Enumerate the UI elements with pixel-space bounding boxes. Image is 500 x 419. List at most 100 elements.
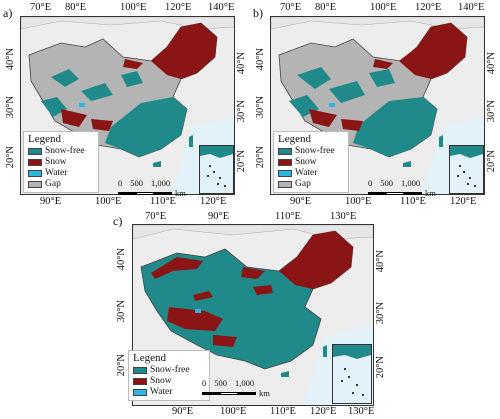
- bottom-tick: 100°E: [220, 406, 247, 417]
- legend-item-water: Water: [133, 387, 205, 398]
- left-tick: 40°N: [5, 48, 16, 71]
- legend-swatch: [133, 367, 147, 374]
- top-tick: 100°E: [120, 2, 147, 13]
- bottom-tick: 90°E: [172, 406, 194, 417]
- legend-item-gap: Gap: [28, 179, 94, 190]
- top-tick: 70°E: [280, 2, 302, 13]
- right-tick: 40°N: [486, 52, 497, 75]
- panel-label: b): [253, 6, 263, 20]
- legend-label: Gap: [45, 179, 61, 189]
- scale-unit: km: [425, 188, 436, 198]
- legend-item-snow-free: Snow-free: [278, 146, 344, 157]
- left-tick: 20°N: [116, 354, 127, 377]
- left-tick: 30°N: [116, 300, 127, 323]
- right-tick: 40°N: [236, 52, 247, 75]
- legend-label: Snow: [150, 376, 172, 386]
- bottom-tick: 120°E: [450, 196, 477, 207]
- legend-label: Snow-free: [150, 365, 190, 375]
- bottom-tick: 100°E: [345, 196, 372, 207]
- legend-label: Snow-free: [295, 146, 335, 156]
- legend-label: Gap: [295, 179, 311, 189]
- legend: Legend Snow-free Snow Water Gap: [273, 131, 349, 193]
- legend-item-snow: Snow: [133, 376, 205, 387]
- legend-swatch: [28, 148, 42, 155]
- legend-swatch: [278, 148, 292, 155]
- scale-label: 1,000: [151, 178, 171, 188]
- south-china-sea-inset: [199, 145, 234, 194]
- bottom-tick: 90°E: [290, 196, 312, 207]
- top-tick: 90°E: [208, 211, 230, 222]
- left-tick: 30°N: [5, 96, 16, 119]
- top-tick: 120°E: [165, 2, 192, 13]
- top-tick: 80°E: [65, 2, 87, 13]
- legend-label: Snow-free: [45, 146, 85, 156]
- legend-swatch: [278, 170, 292, 177]
- south-china-sea-inset: [332, 344, 372, 404]
- panel-b: b) 70°E 80°E 100°E 120°E 140°E 40°N 30°N…: [250, 0, 500, 208]
- right-tick: 30°N: [375, 302, 386, 325]
- legend-swatch: [28, 181, 42, 188]
- bottom-tick: 110°E: [270, 406, 296, 417]
- legend-title: Legend: [278, 133, 311, 145]
- scale-label: 1,000: [401, 178, 421, 188]
- right-tick: 40°N: [375, 250, 386, 273]
- scale-label: 500: [214, 378, 227, 388]
- top-tick: 110°E: [275, 211, 301, 222]
- legend-swatch: [28, 159, 42, 166]
- legend-label: Water: [295, 168, 318, 178]
- scale-unit: km: [259, 388, 270, 398]
- scale-bar: 0 500 1,000 km: [118, 178, 186, 198]
- legend-item-water: Water: [278, 168, 344, 179]
- top-tick: 140°E: [208, 2, 235, 13]
- bottom-tick: 130°E: [348, 406, 375, 417]
- top-tick: 80°E: [315, 2, 337, 13]
- top-tick: 120°E: [415, 2, 442, 13]
- legend: Legend Snow-free Snow Water Gap: [23, 131, 99, 193]
- legend-item-gap: Gap: [278, 179, 344, 190]
- legend-swatch: [133, 378, 147, 385]
- left-tick: 20°N: [5, 146, 16, 169]
- south-china-sea-inset: [449, 145, 484, 194]
- legend-item-snow: Snow: [278, 157, 344, 168]
- bottom-tick: 90°E: [40, 196, 62, 207]
- left-tick: 40°N: [116, 248, 127, 271]
- legend-label: Water: [150, 387, 173, 397]
- scale-bar: 0 500 1,000 km: [368, 178, 436, 198]
- scale-label: 0: [202, 378, 207, 388]
- scale-label: 0: [368, 178, 373, 188]
- scale-bar: 0 500 1,000 km: [202, 378, 270, 398]
- panel-label: a): [3, 6, 13, 20]
- scale-unit: km: [175, 188, 186, 198]
- top-tick: 70°E: [30, 2, 52, 13]
- scale-label: 1,000: [235, 378, 255, 388]
- scale-label: 0: [118, 178, 123, 188]
- bottom-tick: 120°E: [200, 196, 227, 207]
- bottom-tick: 110°E: [400, 196, 426, 207]
- left-tick: 20°N: [255, 146, 266, 169]
- legend-swatch: [278, 159, 292, 166]
- legend-swatch: [133, 389, 147, 396]
- panel-label: c): [113, 214, 123, 228]
- bottom-tick: 120°E: [310, 406, 337, 417]
- right-tick: 30°N: [236, 100, 247, 123]
- scale-label: 500: [130, 178, 143, 188]
- top-tick: 140°E: [458, 2, 485, 13]
- bottom-tick: 110°E: [150, 196, 176, 207]
- legend-swatch: [278, 181, 292, 188]
- legend-item-snow-free: Snow-free: [133, 365, 205, 376]
- right-tick: 20°N: [375, 356, 386, 379]
- scale-label: 500: [380, 178, 393, 188]
- legend-label: Water: [45, 168, 68, 178]
- legend-item-water: Water: [28, 168, 94, 179]
- legend-label: Snow: [45, 157, 67, 167]
- legend-item-snow: Snow: [28, 157, 94, 168]
- panel-c: c) 70°E 90°E 110°E 130°E 40°N 30°N 20°N …: [110, 208, 390, 419]
- legend-title: Legend: [133, 352, 166, 364]
- right-tick: 20°N: [486, 150, 497, 173]
- bottom-tick: 100°E: [95, 196, 122, 207]
- legend-swatch: [28, 170, 42, 177]
- legend-title: Legend: [28, 133, 61, 145]
- right-tick: 30°N: [486, 100, 497, 123]
- legend: Legend Snow-free Snow Water: [128, 350, 210, 401]
- right-tick: 20°N: [236, 150, 247, 173]
